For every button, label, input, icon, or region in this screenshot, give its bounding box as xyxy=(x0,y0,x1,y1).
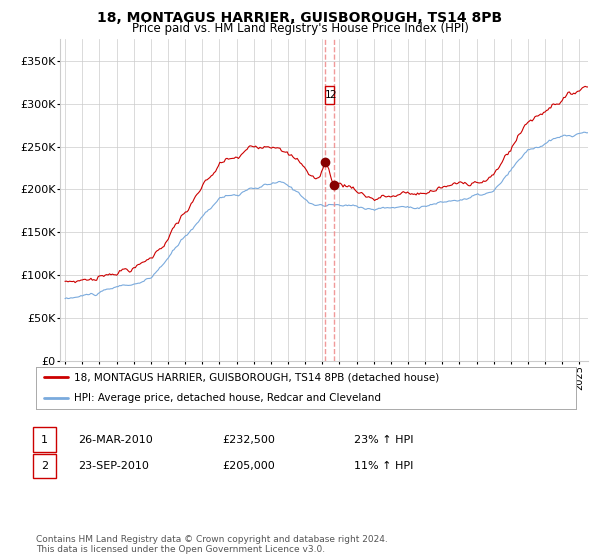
Text: 1: 1 xyxy=(325,90,332,100)
Text: 18, MONTAGUS HARRIER, GUISBOROUGH, TS14 8PB (detached house): 18, MONTAGUS HARRIER, GUISBOROUGH, TS14 … xyxy=(74,372,439,382)
Text: 11% ↑ HPI: 11% ↑ HPI xyxy=(354,461,413,471)
Text: 2: 2 xyxy=(329,90,336,100)
Text: £232,500: £232,500 xyxy=(222,435,275,445)
Text: £205,000: £205,000 xyxy=(222,461,275,471)
Text: 23% ↑ HPI: 23% ↑ HPI xyxy=(354,435,413,445)
Text: 26-MAR-2010: 26-MAR-2010 xyxy=(78,435,153,445)
Text: Price paid vs. HM Land Registry's House Price Index (HPI): Price paid vs. HM Land Registry's House … xyxy=(131,22,469,35)
Text: Contains HM Land Registry data © Crown copyright and database right 2024.
This d: Contains HM Land Registry data © Crown c… xyxy=(36,535,388,554)
FancyBboxPatch shape xyxy=(325,86,334,105)
Text: 23-SEP-2010: 23-SEP-2010 xyxy=(78,461,149,471)
Text: HPI: Average price, detached house, Redcar and Cleveland: HPI: Average price, detached house, Redc… xyxy=(74,393,381,403)
Text: 1: 1 xyxy=(41,435,48,445)
Text: 2: 2 xyxy=(41,461,48,471)
Text: 18, MONTAGUS HARRIER, GUISBOROUGH, TS14 8PB: 18, MONTAGUS HARRIER, GUISBOROUGH, TS14 … xyxy=(97,11,503,25)
